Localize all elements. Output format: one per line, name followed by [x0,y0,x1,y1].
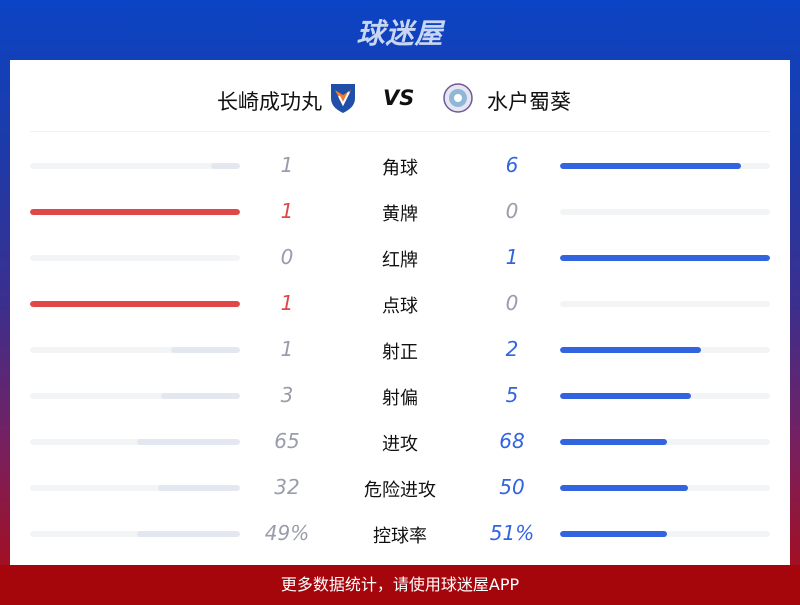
vs-label: VS [383,86,415,110]
stat-row: 1 点球 0 [10,289,790,319]
away-stat-value: 50 [499,475,525,499]
app-promo-banner[interactable]: 更多数据统计，请使用球迷屋APP [0,565,800,605]
away-stat-value: 51% [489,521,535,545]
away-stat-bar [560,531,770,537]
home-stat-value: 65 [274,429,300,453]
home-bar-fill [211,163,240,169]
brand-logo: 球迷屋 [356,17,444,50]
home-bar-fill [161,393,240,399]
stat-label: 射偏 [382,388,418,409]
stat-row: 1 角球 6 [10,151,790,181]
away-stat-bar [560,255,770,261]
home-stat-bar [30,485,240,491]
stat-label: 控球率 [373,526,427,547]
home-stat-bar [30,209,240,215]
home-bar-fill [137,531,240,537]
away-stat-value: 1 [505,245,519,269]
home-team-crest-icon [331,84,355,113]
stats-card: 长崎成功丸 VS 水户蜀葵 1 角球 6 1 黄牌 0 0 红牌 1 1 点球 … [10,60,790,565]
home-stat-value: 1 [280,291,294,315]
home-stat-bar [30,393,240,399]
divider [30,131,770,132]
away-stat-value: 6 [505,153,519,177]
away-bar-fill [560,163,741,169]
away-bar-fill [560,531,667,537]
home-team-name: 长崎成功丸 [217,90,322,114]
stat-row: 0 红牌 1 [10,243,790,273]
home-bar-fill [30,209,240,215]
away-stat-value: 0 [505,199,519,223]
stat-label: 红牌 [382,250,418,271]
stat-row: 1 射正 2 [10,335,790,365]
away-stat-bar [560,163,770,169]
away-stat-bar [560,393,770,399]
away-stat-value: 5 [505,383,519,407]
stat-row: 1 黄牌 0 [10,197,790,227]
home-stat-bar [30,439,240,445]
away-stat-bar [560,439,770,445]
stat-label: 进攻 [382,434,418,455]
home-bar-fill [30,301,240,307]
home-stat-value: 1 [280,153,294,177]
stat-row: 65 进攻 68 [10,427,790,457]
home-stat-bar [30,255,240,261]
home-stat-bar [30,531,240,537]
away-stat-value: 2 [505,337,519,361]
home-stat-bar [30,301,240,307]
stat-label: 危险进攻 [364,480,436,501]
away-bar-fill [560,439,667,445]
home-stat-value: 0 [280,245,294,269]
match-header: 长崎成功丸 VS 水户蜀葵 [10,80,790,120]
home-stat-value: 49% [264,521,310,545]
stat-label: 角球 [382,158,418,179]
stat-label: 射正 [382,342,418,363]
home-stat-value: 1 [280,199,294,223]
stat-label: 点球 [382,296,418,317]
away-stat-value: 0 [505,291,519,315]
away-bar-fill [560,393,691,399]
home-bar-fill [158,485,240,491]
away-stat-bar [560,485,770,491]
home-stat-value: 1 [280,337,294,361]
stat-label: 黄牌 [382,204,418,225]
home-stat-bar [30,347,240,353]
away-stat-bar [560,301,770,307]
home-stat-value: 3 [280,383,294,407]
away-team-name: 水户蜀葵 [487,90,571,114]
away-team-crest-icon [443,83,473,113]
stat-row: 49% 控球率 51% [10,519,790,549]
home-stat-value: 32 [274,475,300,499]
home-bar-fill [171,347,240,353]
away-stat-bar [560,347,770,353]
away-stat-value: 68 [499,429,525,453]
home-stat-bar [30,163,240,169]
away-bar-fill [560,255,770,261]
away-bar-fill [560,485,688,491]
away-stat-bar [560,209,770,215]
home-bar-fill [137,439,240,445]
stat-row: 3 射偏 5 [10,381,790,411]
away-bar-fill [560,347,701,353]
stat-row: 32 危险进攻 50 [10,473,790,503]
